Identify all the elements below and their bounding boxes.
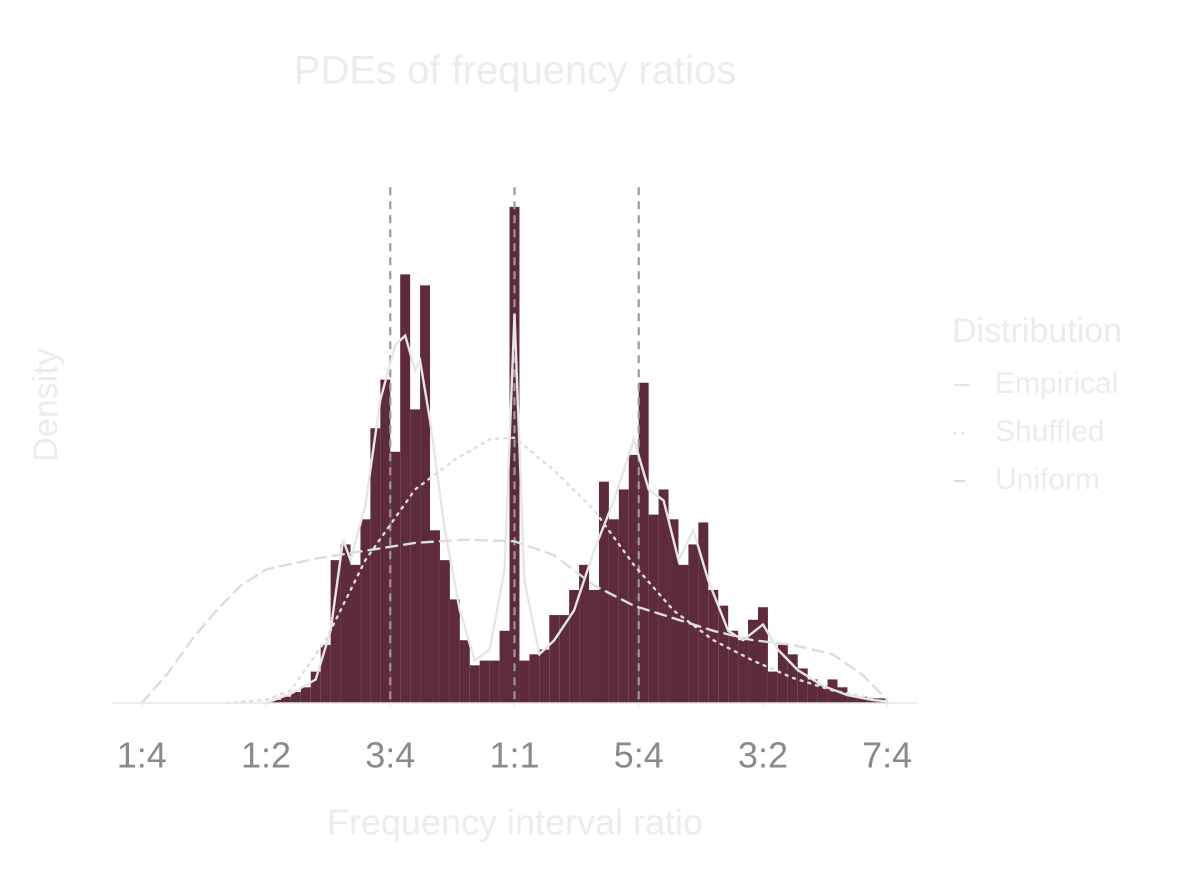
histogram-bar xyxy=(857,696,868,703)
histogram-bar xyxy=(519,660,530,703)
histogram-bar xyxy=(370,428,381,703)
x-tick-label: 3:4 xyxy=(365,735,415,776)
histogram-bar xyxy=(539,649,550,703)
legend-title: Distribution xyxy=(952,312,1122,350)
histogram-bar xyxy=(489,660,500,703)
histogram-bar xyxy=(330,560,341,703)
histogram-bar xyxy=(837,687,848,703)
histogram-bar xyxy=(549,615,560,703)
histogram-bar xyxy=(479,660,490,703)
histogram-bar xyxy=(748,619,758,703)
histogram-bar xyxy=(817,685,828,703)
histogram-bar xyxy=(340,544,351,703)
histogram-bar xyxy=(300,687,311,703)
histogram-bar xyxy=(708,589,719,703)
histogram-bar xyxy=(658,489,669,703)
histogram-bar xyxy=(529,654,540,703)
legend-label: Shuffled xyxy=(995,415,1105,448)
histogram-bar xyxy=(608,519,619,703)
histogram-bar xyxy=(767,671,778,703)
histogram-bar xyxy=(628,454,639,703)
x-tick-label: 1:4 xyxy=(117,735,167,776)
histogram-bar xyxy=(310,671,321,703)
histogram-bar xyxy=(589,589,599,703)
histogram-bar xyxy=(847,695,858,703)
x-tick-label: 3:2 xyxy=(738,735,788,776)
histogram-bar xyxy=(648,514,659,703)
histogram-bar xyxy=(618,489,629,703)
histogram-bar xyxy=(400,274,411,703)
histogram-bar xyxy=(449,599,460,703)
histogram-bar xyxy=(797,668,808,703)
histogram-bar xyxy=(718,605,729,703)
x-tick-label: 7:4 xyxy=(862,735,912,776)
histogram-bar xyxy=(420,285,431,703)
histogram-bar xyxy=(280,696,291,703)
histogram-bar xyxy=(459,640,470,703)
chart-title: PDEs of frequency ratios xyxy=(294,49,736,93)
histogram-bar xyxy=(638,382,649,703)
y-axis-label: Density xyxy=(27,348,65,461)
legend-label: Empirical xyxy=(995,367,1118,400)
density-line xyxy=(264,313,889,705)
x-tick-label: 5:4 xyxy=(614,735,664,776)
histogram-bar xyxy=(430,530,440,703)
density-line xyxy=(140,538,889,705)
x-tick-label: 1:2 xyxy=(241,735,291,776)
histogram-bar xyxy=(777,644,788,703)
histogram-bar xyxy=(668,519,679,703)
histogram-bar xyxy=(410,409,421,703)
histogram-bar xyxy=(360,519,371,703)
histogram-bar xyxy=(757,607,768,703)
histogram-bar xyxy=(678,564,689,703)
histogram-bar xyxy=(320,644,331,703)
histogram-bar xyxy=(271,699,281,703)
histogram-bar xyxy=(350,564,361,703)
histogram-bar xyxy=(728,630,739,703)
histogram-bar xyxy=(579,564,590,703)
histogram-bar xyxy=(698,522,709,703)
x-axis-label: Frequency interval ratio xyxy=(327,802,703,843)
histogram-bar xyxy=(380,379,391,703)
histogram-bar xyxy=(439,560,450,703)
histogram-bar xyxy=(598,481,609,703)
histogram-bar xyxy=(807,679,818,703)
histogram-bar xyxy=(469,665,480,703)
histogram-bar xyxy=(290,692,301,703)
legend-label: Uniform xyxy=(995,463,1100,496)
histogram-bar xyxy=(559,615,570,703)
histogram-bar xyxy=(390,451,401,703)
histogram-bar xyxy=(569,589,580,703)
histogram-bar xyxy=(499,630,510,703)
x-tick-label: 1:1 xyxy=(489,735,539,776)
histogram-bar xyxy=(738,640,749,703)
